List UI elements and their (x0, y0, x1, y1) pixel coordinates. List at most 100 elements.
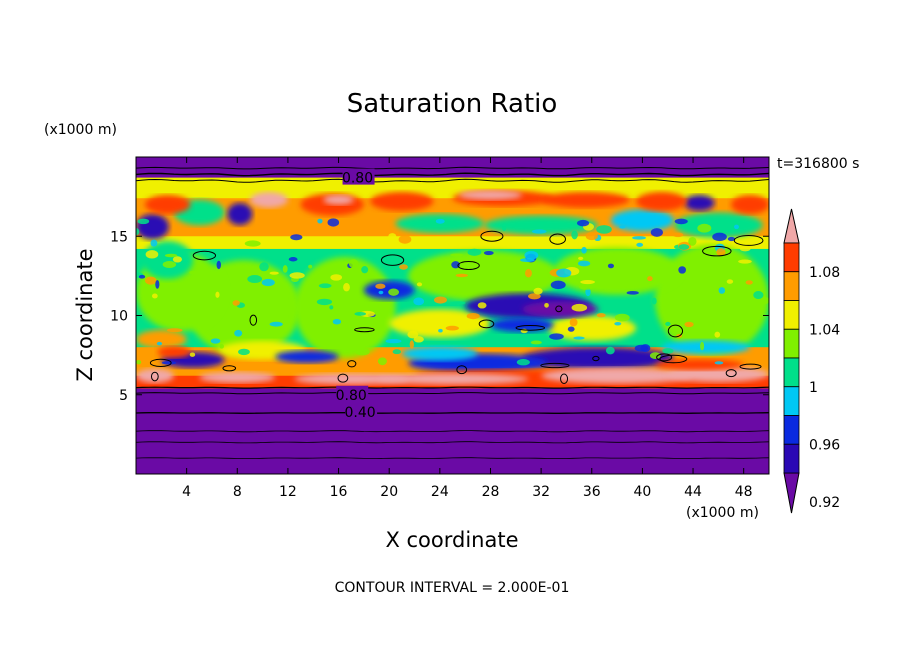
time-label: t=316800 s (777, 156, 859, 172)
x-unit-label: (x1000 m) (686, 505, 759, 521)
colorbar-segment (783, 271, 800, 301)
field-region (136, 214, 169, 240)
field-region (199, 371, 276, 383)
field-speckle (416, 282, 423, 287)
field-region (684, 195, 715, 211)
field-speckle (585, 232, 598, 241)
x-tick-label: 8 (233, 484, 242, 500)
field-speckle (647, 276, 653, 282)
field-region (249, 191, 288, 208)
field-speckle (355, 348, 370, 356)
field-region (610, 209, 675, 232)
colorbar-labels: 1.08 1.04 1 0.96 0.92 (809, 265, 840, 511)
field-speckle (528, 293, 541, 300)
colorbar-segment (783, 415, 800, 445)
x-tick-label: 4 (182, 484, 191, 500)
contour-loop (733, 235, 764, 246)
field-speckle (435, 218, 445, 224)
field-region (294, 256, 396, 359)
field-region (541, 367, 694, 384)
x-tick-label: 44 (684, 484, 702, 500)
field-region (661, 340, 751, 355)
contour-label: 0.40 (344, 403, 378, 421)
field-speckle (289, 272, 305, 279)
contour-loop (380, 254, 405, 266)
colorbar-label: 1.08 (809, 265, 840, 281)
colorbar-extend-bottom (783, 472, 800, 514)
field-region (389, 309, 491, 338)
field-speckle (155, 280, 160, 289)
field-speckle (136, 228, 140, 236)
field-speckle (450, 253, 464, 257)
field-speckle (136, 359, 142, 365)
field-speckle (232, 300, 240, 306)
field-region (547, 315, 637, 341)
field-speckle (238, 348, 250, 356)
field-speckle (678, 266, 687, 274)
field-region (458, 190, 523, 200)
field-region (136, 368, 174, 383)
field-region (142, 241, 193, 280)
field-speckle (477, 302, 487, 309)
contour-loop (659, 354, 688, 364)
field-speckle (567, 326, 575, 332)
contour-line (136, 166, 769, 170)
field-speckle (282, 265, 288, 273)
field-speckle (578, 256, 584, 261)
colorbar-segment (783, 443, 800, 474)
field-speckle (445, 325, 459, 331)
field-speckle (327, 218, 340, 227)
field-speckle (556, 268, 572, 278)
field-speckle (549, 333, 564, 340)
contour-loop (347, 360, 357, 368)
field-speckle (685, 268, 694, 274)
field-speckle (330, 274, 343, 281)
contour-loop (150, 371, 159, 382)
field-speckle (531, 229, 547, 234)
field-speckle (385, 338, 402, 344)
x-tick-label: 40 (633, 484, 651, 500)
contour-loop (656, 353, 673, 362)
field-speckle (632, 236, 646, 240)
contour-line (136, 386, 769, 389)
field-speckle (697, 223, 712, 233)
field-speckle (483, 250, 494, 256)
chart-title: Saturation Ratio (347, 89, 558, 119)
field-speckle (651, 297, 657, 305)
colorbar-extend-top (783, 208, 800, 244)
contour-loop (149, 358, 172, 368)
contour-label-group: 0.800.800.40 (336, 168, 378, 421)
contour-loop (725, 369, 737, 378)
field-speckle (138, 274, 146, 279)
field-speckle (524, 251, 539, 260)
field-speckle (650, 228, 663, 237)
colorbar-segment (783, 328, 800, 359)
field-speckle (573, 336, 585, 340)
field-region (731, 195, 769, 215)
field-speckle (375, 283, 386, 289)
colorbar-segment (783, 242, 800, 273)
field-speckle (726, 279, 734, 284)
field-speckle (388, 288, 400, 296)
field-speckle (585, 287, 591, 297)
field-speckle (317, 218, 323, 224)
x-tick-label: 36 (583, 484, 601, 500)
contour-loop (480, 230, 504, 242)
field-speckle (607, 263, 614, 269)
field-region (144, 195, 191, 215)
contour-loop (560, 373, 569, 385)
field-speckle (137, 218, 150, 225)
field-speckle (718, 287, 726, 294)
colorbar-segment (783, 386, 800, 416)
field-speckle (581, 246, 587, 254)
colorbar (783, 208, 800, 514)
contour-loop (549, 233, 566, 245)
field-speckle (501, 223, 507, 232)
field-speckle (377, 357, 387, 366)
field-speckle (438, 328, 443, 333)
field-speckle (734, 224, 739, 230)
contour-loop (478, 319, 495, 329)
field-speckle (388, 233, 397, 240)
contour-line (136, 178, 769, 183)
